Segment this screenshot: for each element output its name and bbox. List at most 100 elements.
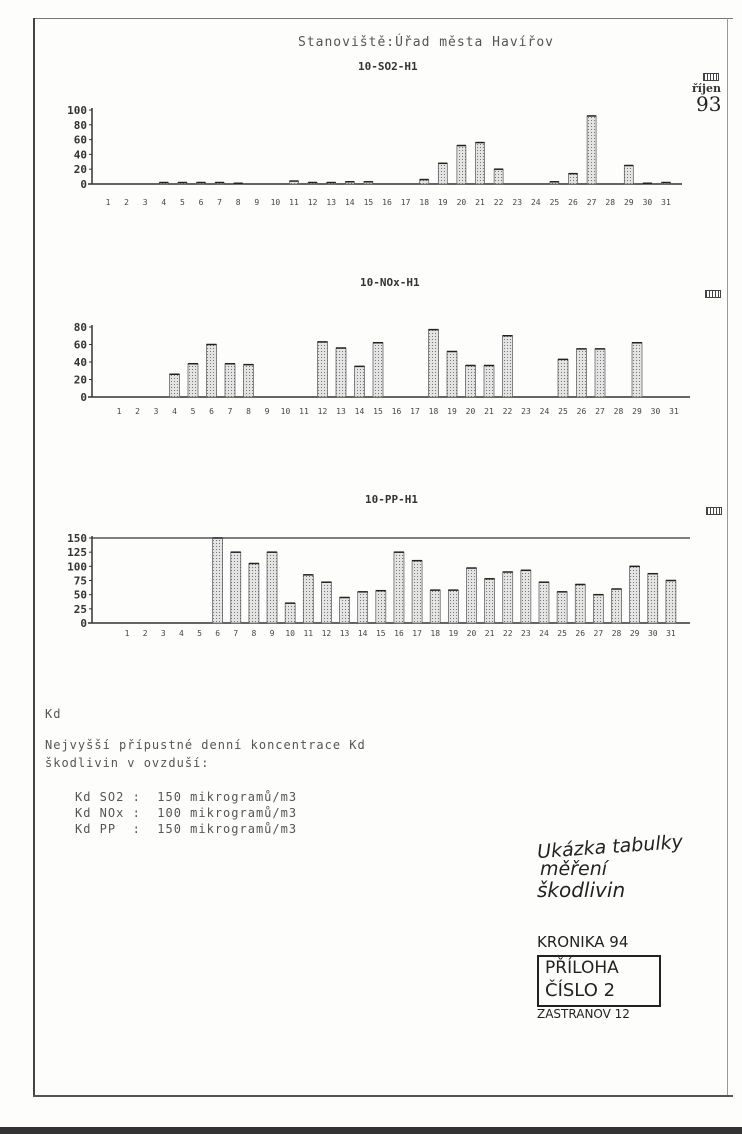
chart-title-pp: 10-PP-H1 [365, 493, 418, 506]
bar-day-12 [317, 341, 328, 398]
bar-day-14 [357, 591, 369, 624]
x-tick-label: 21 [484, 407, 494, 416]
x-tick-label: 26 [577, 407, 587, 416]
x-tick-label: 2 [135, 407, 140, 416]
handwritten-caption-3: škodlivin [537, 878, 626, 902]
bar-day-28 [611, 588, 622, 624]
x-tick-label: 22 [503, 629, 513, 638]
x-tick-label: 20 [466, 407, 476, 416]
stamp-icon [705, 290, 721, 298]
x-tick-label: 16 [394, 629, 404, 638]
bar-day-18 [428, 329, 439, 398]
x-tick-label: 14 [345, 198, 355, 207]
x-tick-label: 13 [336, 407, 346, 416]
limit-pp: Kd PP : 150 mikrogramů/m3 [75, 822, 298, 836]
x-tick-label: 14 [358, 629, 368, 638]
x-tick-label: 16 [392, 407, 402, 416]
bar-day-22 [502, 335, 513, 398]
y-tick-label: 20 [74, 163, 87, 176]
x-tick-label: 3 [154, 407, 159, 416]
month-stamp: říjen [692, 82, 721, 95]
bar-day-20 [456, 145, 467, 185]
y-tick-label: 100 [67, 104, 87, 117]
x-tick-label: 14 [355, 407, 365, 416]
x-tick-label: 5 [197, 629, 202, 638]
handwritten-kronika: KRONIKA 94 [537, 933, 629, 951]
x-tick-label: 18 [419, 198, 429, 207]
bar-day-26 [568, 173, 578, 185]
x-tick-label: 19 [438, 198, 448, 207]
x-tick-label: 23 [521, 629, 531, 638]
bar-day-26 [574, 584, 586, 624]
x-tick-label: 1 [117, 407, 122, 416]
bar-day-8 [243, 364, 254, 398]
x-tick-label: 25 [550, 198, 560, 207]
x-tick-label: 29 [624, 198, 634, 207]
x-tick-label: 29 [632, 407, 642, 416]
x-tick-label: 7 [217, 198, 222, 207]
x-tick-label: 12 [308, 198, 318, 207]
bar-day-31 [665, 580, 677, 624]
bar-day-30 [647, 573, 659, 624]
x-tick-label: 6 [209, 407, 214, 416]
bar-day-27 [586, 115, 597, 185]
y-tick-label: 50 [74, 589, 87, 602]
bar-day-16 [393, 551, 405, 624]
bar-day-26 [576, 348, 587, 398]
y-tick-label: 80 [74, 321, 87, 334]
x-tick-label: 2 [143, 629, 148, 638]
x-tick-label: 15 [373, 407, 383, 416]
stamp-icon [706, 507, 722, 515]
page-frame-left [33, 18, 35, 1096]
x-tick-label: 23 [521, 407, 531, 416]
x-tick-label: 31 [661, 198, 671, 207]
x-tick-label: 9 [270, 629, 275, 638]
x-tick-label: 13 [326, 198, 336, 207]
x-tick-label: 18 [430, 629, 440, 638]
x-tick-label: 26 [568, 198, 578, 207]
x-tick-label: 27 [587, 198, 597, 207]
y-tick-label: 80 [74, 119, 87, 132]
x-tick-label: 19 [449, 629, 459, 638]
x-tick-label: 1 [106, 198, 111, 207]
x-tick-label: 21 [475, 198, 485, 207]
bar-day-12 [321, 581, 332, 624]
bar-day-7 [230, 551, 242, 624]
x-tick-label: 29 [630, 629, 640, 638]
x-tick-label: 3 [161, 629, 166, 638]
x-tick-label: 7 [228, 407, 233, 416]
y-tick-label: 0 [80, 391, 87, 404]
page-frame-top [33, 18, 733, 19]
chart-title-nox: 10-NOx-H1 [360, 276, 420, 289]
bar-day-29 [623, 165, 634, 185]
y-tick-label: 25 [74, 603, 87, 616]
bar-day-23 [520, 569, 532, 624]
bar-day-21 [483, 365, 495, 398]
x-tick-label: 30 [643, 198, 653, 207]
x-tick-label: 13 [340, 629, 350, 638]
bar-day-4 [169, 373, 180, 398]
kd-label: Kd [45, 707, 62, 721]
handwritten-caption-2: měření [540, 858, 608, 880]
page-frame-right [727, 18, 728, 1096]
bar-day-21 [484, 578, 495, 624]
x-tick-label: 21 [485, 629, 495, 638]
bar-day-27 [593, 594, 604, 624]
x-tick-label: 31 [669, 407, 679, 416]
x-tick-label: 11 [303, 629, 313, 638]
x-tick-label: 19 [447, 407, 457, 416]
notes-line-1: Nejvyšší přípustné denní koncentrace Kd [45, 738, 366, 752]
bar-day-10 [284, 602, 296, 624]
handwritten-signature: ZASTRANOV 12 [537, 1007, 630, 1021]
x-tick-label: 1 [125, 629, 130, 638]
bar-day-25 [556, 591, 568, 624]
x-tick-label: 27 [595, 407, 605, 416]
x-tick-label: 24 [540, 407, 550, 416]
bar-day-19 [447, 589, 459, 624]
bar-day-21 [475, 142, 485, 185]
priloha-box: PŘÍLOHA ČÍSLO 2 [537, 955, 661, 1007]
x-tick-label: 28 [612, 629, 622, 638]
y-tick-label: 40 [74, 356, 87, 369]
x-tick-label: 4 [161, 198, 166, 207]
